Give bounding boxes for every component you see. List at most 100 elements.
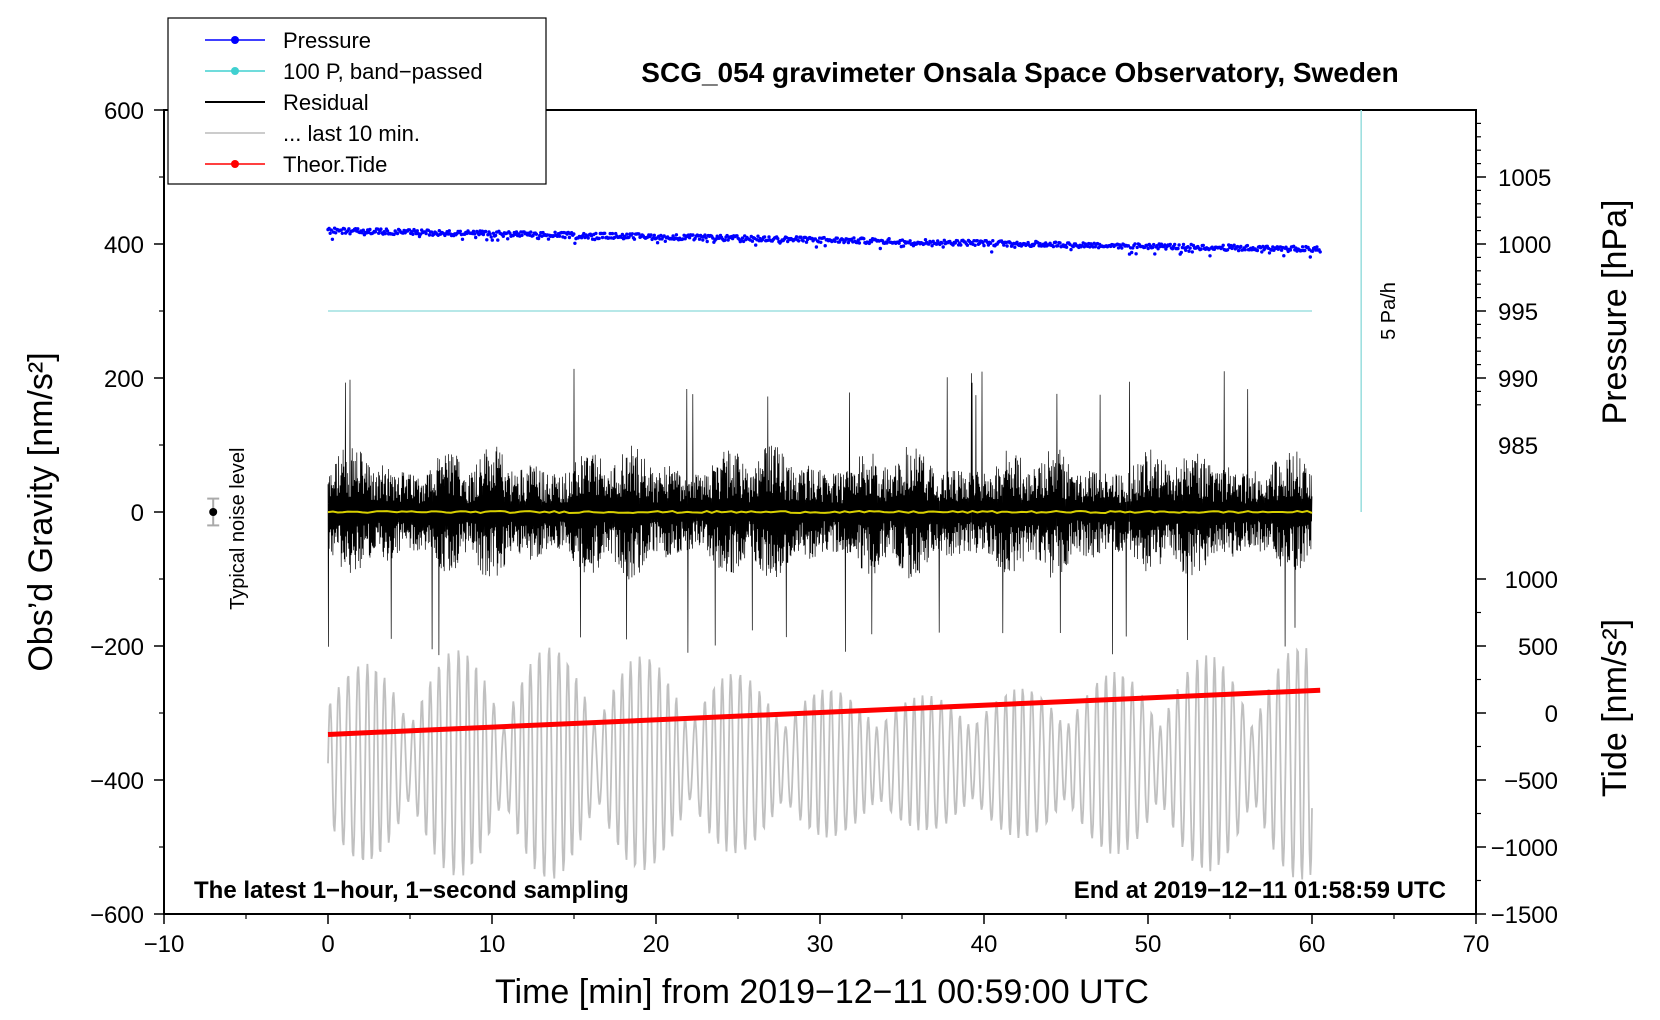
pressure-tick-label: 990 xyxy=(1498,366,1538,393)
x-tick-label: 0 xyxy=(321,931,334,958)
pressure-point xyxy=(553,230,557,234)
pressure-point xyxy=(776,237,780,241)
pressure-point xyxy=(975,239,979,243)
pressure-point xyxy=(846,240,851,245)
pressure-point xyxy=(427,233,432,237)
pressure-point xyxy=(536,236,541,241)
pressure-point xyxy=(687,236,692,240)
pressure-point xyxy=(410,230,414,234)
pressure-tick-label: 985 xyxy=(1498,433,1538,460)
pressure-point xyxy=(600,235,605,240)
pressure-point xyxy=(630,232,634,236)
pressure-point xyxy=(730,236,735,241)
pressure-point xyxy=(347,227,351,231)
pressure-point xyxy=(1188,246,1192,250)
pressure-point xyxy=(493,233,498,238)
pressure-point xyxy=(1156,247,1160,251)
x-tick-label: 70 xyxy=(1463,931,1490,958)
pressure-point xyxy=(572,232,576,236)
pressure-point xyxy=(1150,245,1155,250)
pressure-point xyxy=(674,233,679,237)
pressure-point xyxy=(1255,248,1260,253)
pressure-point xyxy=(649,233,653,237)
pressure-point xyxy=(1225,248,1230,252)
pressure-point xyxy=(897,241,901,245)
pressure-point xyxy=(377,231,381,235)
pressure-point xyxy=(927,242,931,246)
pressure-point xyxy=(1146,246,1150,251)
pressure-point xyxy=(878,246,882,251)
pressure-point xyxy=(803,235,808,240)
pressure-point xyxy=(940,241,944,245)
pressure-point xyxy=(627,235,631,239)
tide-tick-label: 500 xyxy=(1518,634,1558,661)
pressure-point xyxy=(869,240,874,244)
pressure-point xyxy=(501,234,505,238)
pressure-point xyxy=(529,230,533,234)
pressure-point xyxy=(1303,248,1307,253)
pressure-point xyxy=(1267,251,1272,255)
pressure-point xyxy=(1236,248,1241,253)
pressure-point xyxy=(662,234,666,238)
x-tick-label: 30 xyxy=(807,931,834,958)
pressure-point xyxy=(923,238,928,242)
rate-label: 5 Pa/h xyxy=(1378,282,1400,340)
pressure-point xyxy=(594,231,598,236)
pressure-point xyxy=(671,234,675,238)
legend-label: Theor.Tide xyxy=(283,152,387,177)
pressure-point xyxy=(973,243,977,247)
series-theor-tide xyxy=(327,687,1321,737)
pressure-point xyxy=(726,238,730,242)
series-last-10-min xyxy=(327,647,1313,880)
x-tick-label: 50 xyxy=(1135,931,1162,958)
pressure-point xyxy=(1005,244,1009,248)
legend-label: Residual xyxy=(283,90,369,115)
pressure-point xyxy=(373,230,378,234)
pressure-point xyxy=(1071,244,1076,249)
pressure-point xyxy=(1232,243,1236,247)
pressure-point xyxy=(1282,254,1286,258)
pressure-point xyxy=(534,232,539,236)
pressure-point xyxy=(797,239,801,243)
pressure-point xyxy=(652,233,656,237)
series-layer xyxy=(326,226,1322,880)
pressure-point xyxy=(823,244,827,248)
pressure-point xyxy=(1243,248,1247,252)
pressure-point xyxy=(959,243,963,247)
series-residual-smoothed xyxy=(327,509,1313,515)
pressure-point xyxy=(488,232,492,236)
pressure-point xyxy=(862,237,866,241)
pressure-point xyxy=(458,229,462,233)
pressure-point xyxy=(471,229,476,233)
pressure-point xyxy=(632,237,637,241)
pressure-tick-label: 995 xyxy=(1498,299,1538,326)
pressure-point xyxy=(1058,241,1062,245)
pressure-point xyxy=(814,245,819,249)
pressure-point xyxy=(460,237,465,241)
tide-axis-ticks: −1500 −1000 −500 0 500 1000 xyxy=(1476,567,1558,929)
pressure-point xyxy=(424,231,428,236)
pressure-point xyxy=(1002,243,1006,247)
y-tick-label: 0 xyxy=(131,500,144,527)
pressure-point xyxy=(610,231,615,236)
sampling-note: The latest 1−hour, 1−second sampling xyxy=(194,877,629,904)
x-tick-label: 20 xyxy=(643,931,670,958)
pressure-point xyxy=(573,241,577,245)
pressure-point xyxy=(833,239,837,243)
pressure-point xyxy=(701,238,705,242)
pressure-point xyxy=(723,238,727,242)
pressure-point xyxy=(930,244,934,248)
pressure-point xyxy=(1261,244,1265,249)
pressure-point xyxy=(1179,250,1184,255)
pressure-point xyxy=(379,227,383,231)
legend: Pressure 100 P, band−passed Residual ... la… xyxy=(167,17,547,185)
pressure-point xyxy=(1173,242,1177,247)
pressure-point xyxy=(835,236,839,240)
pressure-point xyxy=(637,232,641,236)
pressure-point xyxy=(819,240,823,244)
y-axis-title-pressure: Pressure [hPa] xyxy=(1596,200,1634,425)
pressure-point xyxy=(1199,247,1203,251)
pressure-point xyxy=(597,236,601,241)
pressure-point xyxy=(334,231,338,235)
pressure-point xyxy=(982,243,986,248)
